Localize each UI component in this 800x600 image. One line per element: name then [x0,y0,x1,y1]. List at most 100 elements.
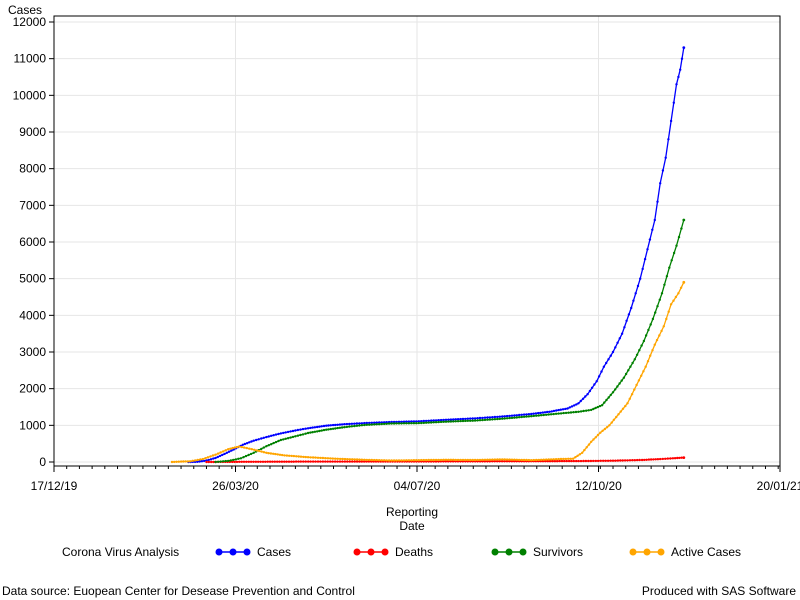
data-point [321,456,325,460]
data-point [407,420,411,423]
data-point [265,451,268,454]
data-point [602,459,605,462]
data-point [555,409,558,412]
legend-swatch-marker [643,548,651,556]
y-tick-label: 2000 [19,382,46,396]
data-point [620,379,623,382]
data-point [663,283,666,286]
data-point [281,453,284,457]
data-point [563,459,566,463]
data-point [508,458,511,461]
y-tick-label: 12000 [13,15,47,29]
x-tick-label: 20/01/21 [757,479,800,493]
data-point [476,419,479,422]
data-point [478,458,482,462]
data-point [574,456,577,459]
data-point [285,460,288,463]
data-point [515,458,518,461]
data-point [581,397,585,400]
data-point [518,416,521,419]
data-point [515,414,518,417]
data-point [432,419,435,422]
data-point [588,389,592,393]
data-point [316,425,319,429]
data-point [493,458,497,461]
data-point [430,421,433,424]
data-point [302,455,305,459]
data-point [249,460,253,463]
data-point [584,395,587,398]
data-point [522,413,526,416]
data-point [237,457,240,460]
legend-label-deaths: Deaths [395,545,434,559]
data-point [325,428,328,431]
data-point [609,354,612,357]
data-point [539,411,542,415]
data-point [387,459,391,462]
data-point [415,422,418,425]
data-point [370,421,373,424]
data-point [283,460,286,463]
data-point [636,284,640,288]
data-point [623,326,626,329]
data-point [345,422,349,426]
data-point [565,459,568,463]
data-point [358,460,361,463]
legend-swatch-marker [215,548,223,556]
data-point [676,456,679,460]
data-point [459,458,462,462]
data-point [348,422,351,426]
data-point [508,414,511,418]
data-point [173,460,176,464]
data-point [219,460,222,463]
series-active-cases [170,280,686,464]
data-point [238,460,241,463]
data-point [488,418,492,421]
data-point [595,380,598,383]
data-point [672,299,675,302]
data-point [641,267,644,271]
data-point [444,420,448,423]
series-line [188,47,685,463]
data-point [525,413,528,416]
data-point [311,431,314,434]
data-point [355,422,359,425]
data-point [301,427,305,431]
data-point [564,407,567,411]
data-point [400,422,403,425]
data-point [527,415,531,418]
data-point [535,414,538,417]
data-point [652,458,655,461]
data-point [383,422,386,426]
data-point [311,460,315,463]
data-point [358,424,361,427]
data-point [662,325,665,328]
data-point [545,413,548,416]
data-point [395,422,398,425]
data-point [679,68,682,71]
y-tick-label: 9000 [19,125,46,139]
data-point [633,459,636,462]
data-point [273,460,276,463]
data-point [601,429,604,432]
data-point [673,457,677,460]
data-point [272,434,275,437]
data-point [554,412,558,415]
data-point [350,425,354,428]
data-point [469,458,472,462]
data-point [299,455,303,458]
data-point [363,423,366,427]
data-point [340,426,344,429]
data-point [437,458,440,462]
data-point [363,458,366,461]
data-point [222,460,225,463]
data-point [199,458,202,461]
data-point [635,353,639,356]
data-point [237,445,241,448]
data-point [299,428,302,431]
data-point [346,460,349,463]
legend-swatch-marker [657,548,665,556]
data-point [268,460,272,463]
data-point [651,317,655,321]
y-tick-label: 8000 [19,162,46,176]
